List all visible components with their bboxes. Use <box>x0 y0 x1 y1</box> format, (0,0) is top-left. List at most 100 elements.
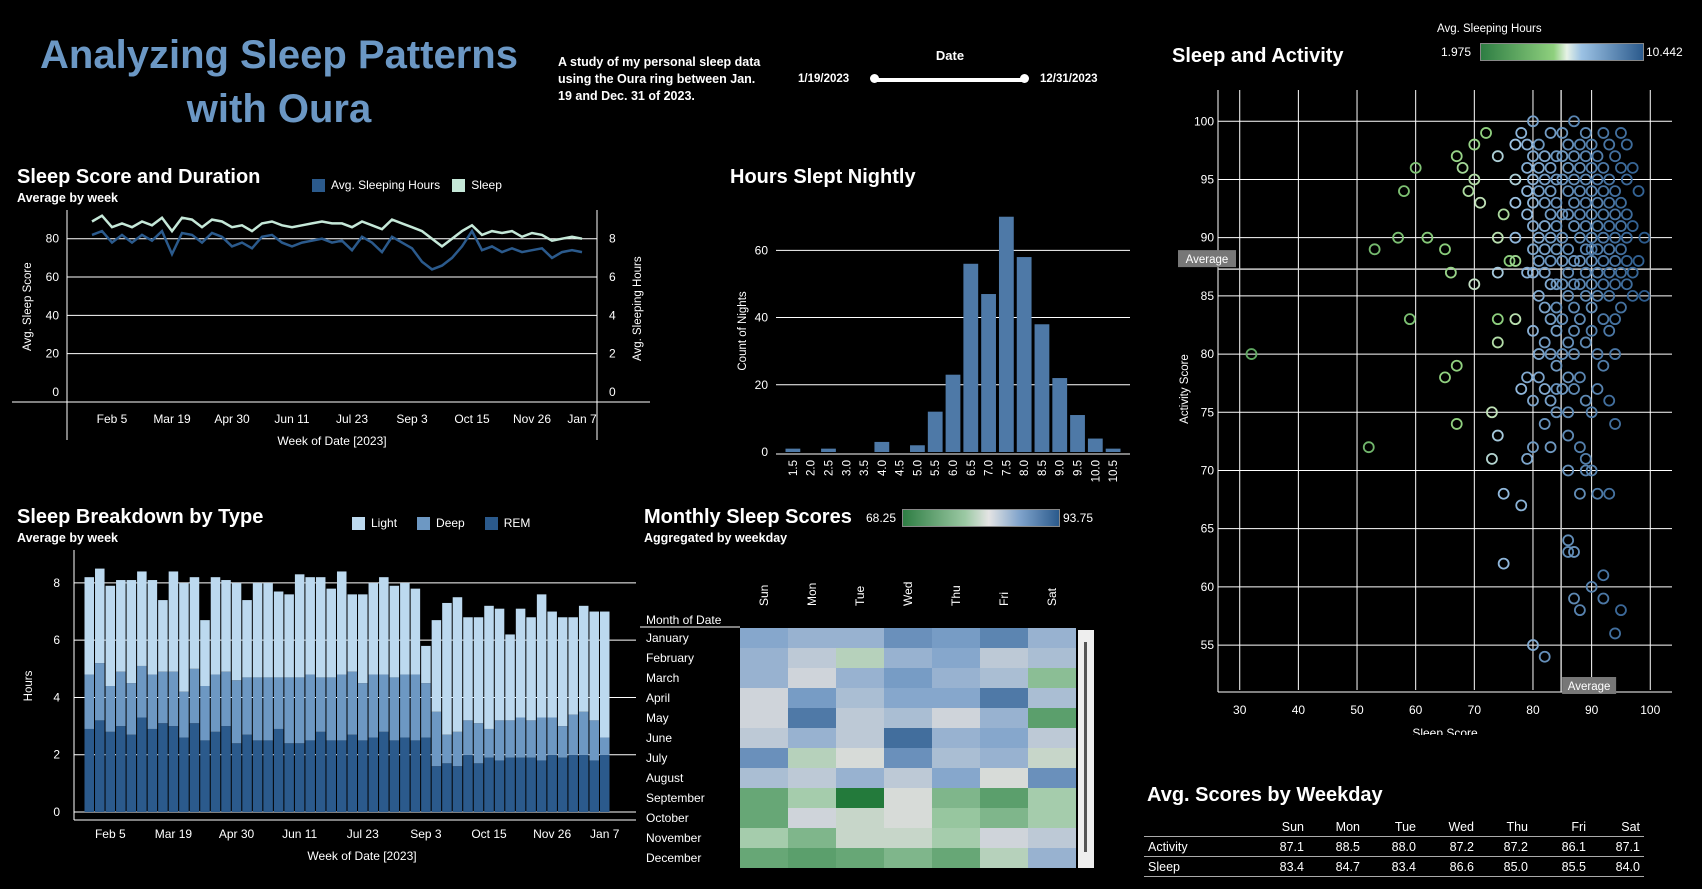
weekday-value-cell: 86.1 <box>1561 840 1586 854</box>
weekday-header-sat: Sat <box>1621 820 1640 834</box>
heatmap-cell <box>1028 808 1076 828</box>
scatter-point <box>1609 185 1621 198</box>
scatter-point <box>1603 220 1616 232</box>
stack-bar-light <box>189 577 200 669</box>
scatter-point <box>1597 185 1610 198</box>
y-right-tick: 8 <box>609 232 616 246</box>
stack-bar-rem <box>484 757 494 812</box>
scatter-point <box>1538 243 1551 256</box>
date-slider-track[interactable] <box>874 78 1024 82</box>
stack-bar-rem <box>421 737 431 812</box>
legend-swatch-sleep <box>452 178 466 192</box>
scatter-point <box>1562 138 1575 151</box>
scatter-point <box>1626 266 1639 279</box>
scatter-point <box>1585 278 1598 291</box>
stack-bar-light <box>305 577 315 675</box>
stack-bar-light <box>126 580 137 684</box>
stack-bar-deep <box>515 717 526 758</box>
scatter-point <box>1491 266 1504 279</box>
score-duration-legend: Avg. Sleeping Hours Sleep <box>312 178 502 192</box>
scatter-point <box>1527 639 1539 651</box>
sleep-breakdown-chart: 8 6 4 2 0 Feb 5 Mar 19 Apr 30 Jun 11 Jul 23 Sep 3 O… <box>23 550 636 863</box>
scatter-point <box>1562 406 1575 419</box>
scatter-point <box>1538 196 1551 209</box>
scatter-point <box>1585 324 1598 337</box>
stack-bar-rem <box>473 763 484 812</box>
stack-bar-light <box>95 568 105 664</box>
scatter-point <box>1245 348 1258 360</box>
scatter-point <box>1591 487 1604 500</box>
x-tick: Jun 11 <box>282 827 317 841</box>
weekday-value-cell: 85.5 <box>1561 860 1586 874</box>
scatter-point <box>1474 196 1487 209</box>
stack-bar-deep <box>452 731 463 767</box>
stack-bar-light <box>358 594 368 684</box>
x-tick: Feb 5 <box>97 412 128 426</box>
date-slider-end-handle[interactable] <box>1020 74 1029 83</box>
scatter-point <box>1497 557 1510 570</box>
stack-bar-rem <box>347 734 358 812</box>
scatter-point <box>1491 231 1504 244</box>
scatter-point <box>1527 150 1539 163</box>
stack-bar-light <box>599 611 610 738</box>
breakdown-subtitle: Average by week <box>17 531 118 545</box>
heatmap-cell <box>932 728 980 748</box>
scatter-point <box>1573 604 1586 617</box>
weekday-table-row: Activity 87.1 88.5 88.0 87.2 87.2 86.1 87.1 <box>1144 837 1644 857</box>
scatter-point <box>1609 418 1621 430</box>
heatmap-cell <box>836 848 884 868</box>
stack-bar-deep <box>494 720 505 761</box>
stack-bar-light <box>315 577 326 678</box>
heatmap-cell <box>884 668 932 688</box>
stack-bar-light <box>473 617 484 724</box>
stack-bar-light <box>179 582 189 692</box>
stack-bar-deep <box>547 717 557 755</box>
scatter-point <box>1527 441 1539 454</box>
scatter-point <box>1632 185 1645 198</box>
heatmap-cell <box>788 628 836 648</box>
heatmap-cell <box>932 748 980 768</box>
scatter-point <box>1620 255 1633 267</box>
scatter-point <box>1591 266 1604 279</box>
scatter-point <box>1562 266 1575 279</box>
scatter-point <box>1550 278 1563 291</box>
heatmap-cell <box>1028 688 1076 708</box>
stack-bar-rem <box>284 743 294 812</box>
weekday-value-cell: 85.0 <box>1503 860 1528 874</box>
heatmap-cell <box>740 768 788 788</box>
stack-bar-deep <box>326 677 336 741</box>
stack-bar-rem <box>547 754 557 812</box>
y-tick: 60 <box>755 243 769 257</box>
stack-bar-light <box>431 620 442 712</box>
scatter-point <box>1550 383 1563 395</box>
scatter-point <box>1538 301 1551 314</box>
x-tick: 9.0 <box>1055 460 1067 476</box>
heatmap-cell <box>836 748 884 768</box>
scatter-point <box>1544 278 1557 291</box>
scatter-point <box>1509 255 1522 267</box>
scatter-point <box>1544 127 1557 139</box>
heatmap-scrollbar[interactable] <box>1078 630 1094 868</box>
date-slider-start-handle[interactable] <box>870 74 879 83</box>
histogram-bar <box>785 448 801 452</box>
stack-bar-light <box>210 577 221 675</box>
heatmap-scroll-thumb[interactable] <box>1084 642 1087 852</box>
month-label: June <box>646 731 672 745</box>
stack-bar-rem <box>379 731 389 812</box>
x-tick: 8.0 <box>1019 460 1031 476</box>
y-tick: 0 <box>761 445 768 459</box>
scatter-point <box>1568 348 1580 360</box>
scatter-point <box>1562 161 1575 174</box>
scatter-point <box>1597 569 1610 582</box>
stack-bar-light <box>284 594 294 678</box>
scatter-point <box>1562 243 1575 256</box>
scatter-point <box>1615 243 1627 256</box>
heatmap-cell <box>884 728 932 748</box>
scatter-point <box>1579 196 1592 209</box>
scatter-point <box>1573 371 1586 384</box>
stack-bar-rem <box>526 757 536 812</box>
scatter-point <box>1521 208 1534 221</box>
y-tick: 0 <box>53 805 60 819</box>
scatter-legend-title: Avg. Sleeping Hours <box>1437 23 1542 35</box>
stack-bar-light <box>231 582 242 681</box>
